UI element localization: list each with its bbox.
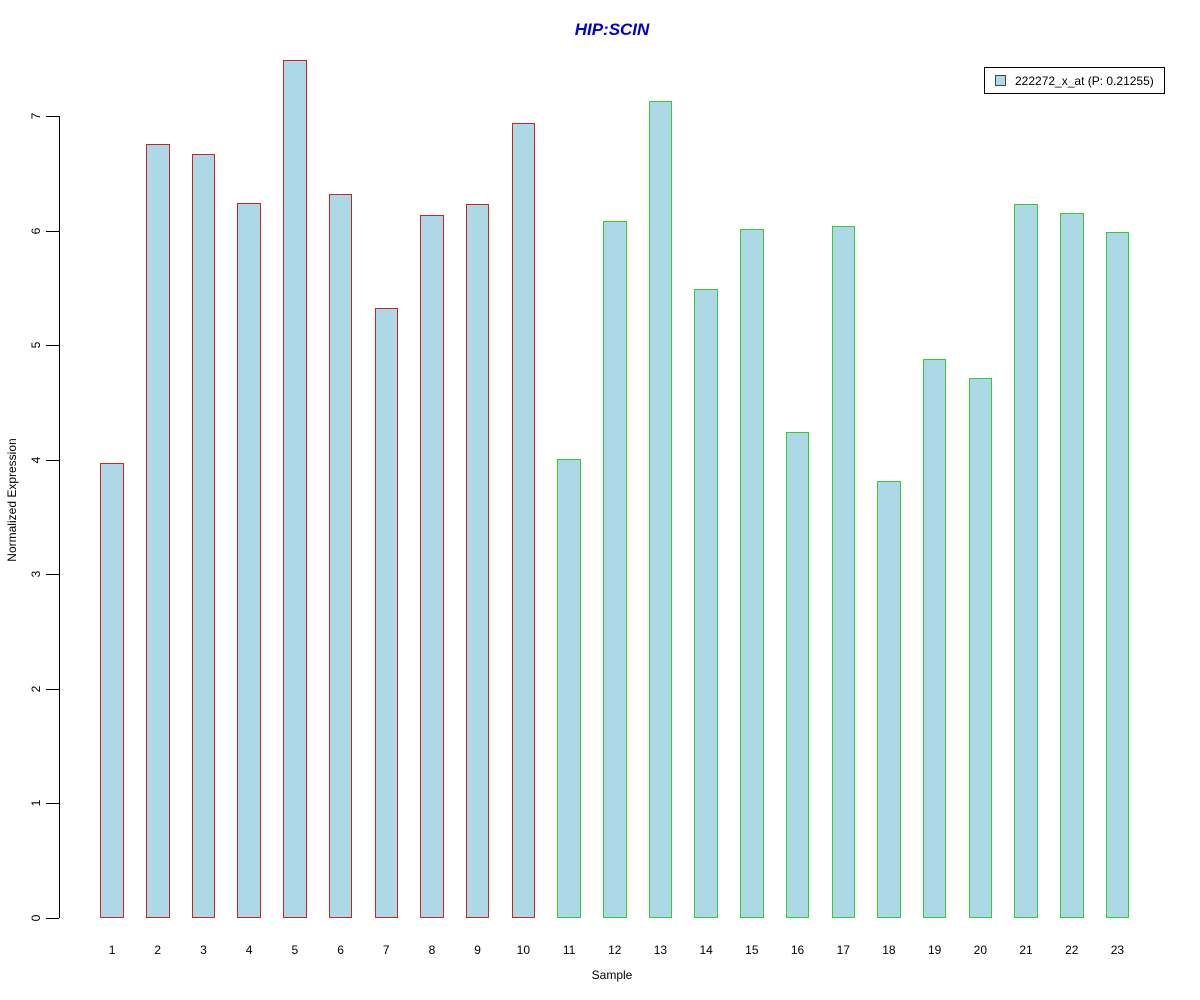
y-axis-tick (46, 459, 59, 461)
bar (968, 378, 993, 918)
bar (146, 143, 170, 918)
bar (511, 122, 536, 918)
legend-label: 222272_x_at (P: 0.21255) (1015, 73, 1154, 88)
bar (237, 203, 261, 918)
x-category-label: 21 (1019, 943, 1033, 957)
y-axis-tick-label: 2 (29, 685, 43, 693)
y-axis-tick-label: 0 (29, 914, 43, 922)
bar (877, 481, 901, 918)
y-axis-tick (46, 918, 59, 919)
x-category-label: 8 (428, 943, 436, 957)
bar (557, 458, 581, 918)
y-axis-title: Normalized Expression (5, 438, 19, 562)
y-axis-tick-label: 6 (29, 227, 43, 234)
x-category-label: 5 (291, 943, 299, 957)
bar (694, 289, 718, 918)
x-category-label: 6 (337, 943, 344, 957)
x-category-label: 23 (1110, 943, 1125, 957)
bar (785, 432, 810, 918)
y-axis-tick (46, 230, 59, 232)
x-category-label: 22 (1065, 943, 1079, 957)
x-category-label: 2 (154, 943, 162, 957)
y-axis-tick (46, 345, 59, 347)
x-category-label: 17 (836, 943, 850, 957)
bar (740, 229, 764, 918)
x-category-label: 20 (973, 943, 988, 957)
y-axis-line (59, 116, 60, 918)
y-axis-tick-label: 4 (29, 456, 43, 464)
bar (1060, 213, 1084, 918)
bar (283, 59, 307, 918)
x-category-label: 18 (882, 943, 896, 957)
x-category-label: 10 (516, 943, 531, 957)
bar (465, 204, 490, 918)
y-axis-tick-label: 3 (29, 570, 43, 578)
bar (191, 153, 216, 918)
bar (648, 101, 673, 918)
x-category-label: 15 (745, 943, 759, 957)
y-axis-tick (46, 116, 59, 117)
bar (420, 214, 444, 918)
bar (603, 221, 627, 918)
legend: 222272_x_at (P: 0.21255) (984, 67, 1165, 94)
y-axis-tick-label: 7 (29, 112, 43, 120)
bar (831, 225, 855, 918)
x-category-label: 11 (562, 943, 576, 957)
x-category-label: 9 (474, 943, 481, 957)
x-category-label: 1 (108, 943, 116, 957)
x-category-label: 4 (245, 943, 253, 957)
y-axis-tick (46, 688, 59, 690)
y-axis-tick (46, 803, 59, 805)
bar (1014, 204, 1038, 918)
legend-swatch-icon (995, 75, 1006, 86)
x-category-label: 19 (927, 943, 942, 957)
chart-title: HIP:SCIN (574, 20, 650, 39)
y-axis-tick-label: 5 (29, 341, 43, 349)
x-category-label: 7 (382, 943, 390, 957)
bar (1105, 231, 1130, 918)
y-axis-tick (46, 574, 59, 576)
bar (328, 193, 353, 918)
bar (100, 463, 124, 918)
bar (922, 358, 947, 918)
x-category-label: 14 (699, 943, 713, 957)
x-category-label: 16 (790, 943, 805, 957)
x-category-label: 3 (200, 943, 207, 957)
y-axis-tick-label: 1 (29, 800, 43, 807)
x-category-label: 13 (653, 943, 668, 957)
x-category-label: 12 (608, 943, 622, 957)
x-axis-title: Sample (591, 968, 633, 982)
bar (374, 308, 398, 918)
